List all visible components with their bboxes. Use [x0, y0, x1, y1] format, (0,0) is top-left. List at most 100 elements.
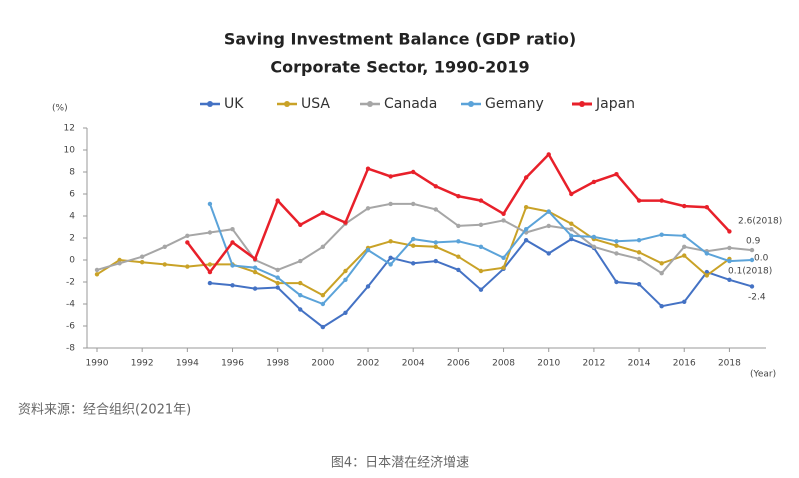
point: [569, 221, 574, 226]
point: [523, 175, 529, 180]
point: [298, 258, 303, 264]
legend-label: Gemany: [485, 96, 544, 112]
point: [614, 279, 619, 285]
point: [117, 257, 122, 263]
point: [275, 275, 280, 280]
point: [433, 244, 438, 249]
point: [343, 220, 348, 225]
point: [478, 287, 484, 292]
point: [207, 269, 213, 275]
point: [433, 207, 438, 212]
annotation: 0.9: [746, 237, 761, 247]
point: [501, 255, 506, 260]
annotation: 0.1(2018): [728, 267, 772, 277]
series-line: [96, 202, 753, 275]
point: [298, 222, 303, 227]
point: [388, 262, 393, 267]
legend-marker: [367, 101, 373, 107]
y-tick-label: 4: [69, 212, 75, 222]
x-tick-label: 1992: [131, 359, 154, 369]
point: [117, 261, 122, 266]
point: [591, 179, 597, 185]
y-axis-label: (%): [52, 104, 68, 114]
point: [614, 239, 619, 244]
point: [727, 277, 732, 282]
point: [727, 229, 732, 234]
point: [207, 280, 213, 286]
point: [614, 243, 619, 248]
point: [501, 265, 506, 270]
point: [320, 210, 326, 215]
point: [501, 211, 506, 216]
point: [275, 198, 280, 203]
point: [478, 244, 484, 249]
point: [704, 205, 710, 210]
y-tick-label: 10: [64, 146, 76, 156]
point: [139, 260, 145, 265]
point: [298, 293, 303, 298]
point: [478, 198, 484, 203]
point: [320, 301, 326, 307]
y-tick-label: 6: [69, 190, 75, 200]
point: [162, 244, 167, 249]
point: [456, 194, 461, 199]
point: [94, 267, 100, 273]
point: [185, 264, 190, 269]
y-tick-label: -2: [66, 278, 75, 288]
point: [252, 256, 258, 262]
x-tick-label: 1998: [266, 359, 289, 369]
x-tick-label: 2008: [492, 359, 515, 369]
point: [411, 236, 416, 242]
point: [185, 240, 190, 245]
point: [478, 268, 484, 274]
y-tick-label: -6: [66, 322, 75, 332]
point: [411, 169, 416, 175]
point: [636, 256, 642, 262]
point: [523, 205, 529, 210]
point: [433, 240, 438, 245]
point: [456, 254, 461, 259]
x-tick-label: 2016: [673, 359, 696, 369]
point: [388, 239, 393, 244]
point: [523, 238, 529, 243]
chart-subtitle: Corporate Sector, 1990-2019: [270, 58, 529, 77]
point: [501, 218, 506, 223]
point: [411, 243, 416, 248]
legend-label: UK: [224, 96, 244, 112]
legend-label: Japan: [595, 96, 635, 112]
point: [636, 282, 642, 287]
x-tick-label: 2006: [447, 359, 470, 369]
point: [230, 227, 235, 232]
legend-label: Canada: [384, 96, 437, 112]
point: [207, 201, 213, 207]
point: [275, 280, 280, 286]
point: [252, 265, 258, 270]
y-tick-label: 0: [69, 256, 75, 266]
x-axis-label: (Year): [750, 370, 776, 380]
point: [320, 244, 326, 249]
point: [230, 263, 235, 268]
point: [478, 222, 484, 227]
legend-marker: [468, 101, 474, 107]
point: [546, 251, 551, 256]
point: [411, 201, 416, 207]
point: [569, 233, 574, 238]
point: [591, 234, 597, 240]
point: [523, 227, 529, 232]
point: [704, 273, 710, 278]
chart-title: Saving Investment Balance (GDP ratio): [224, 30, 576, 49]
x-tick-label: 1994: [176, 359, 199, 369]
x-tick-label: 2012: [582, 359, 605, 369]
point: [365, 166, 371, 171]
legend-marker: [284, 101, 290, 107]
point: [682, 253, 687, 258]
caption: 图4：日本潜在经济增速: [331, 456, 469, 471]
point: [139, 254, 145, 259]
annotation: 0.0: [754, 254, 769, 264]
x-tick-label: 2004: [402, 359, 425, 369]
point: [433, 258, 438, 264]
source: 资料来源：经合组织(2021年): [18, 403, 191, 418]
point: [546, 152, 551, 157]
point: [230, 283, 235, 288]
